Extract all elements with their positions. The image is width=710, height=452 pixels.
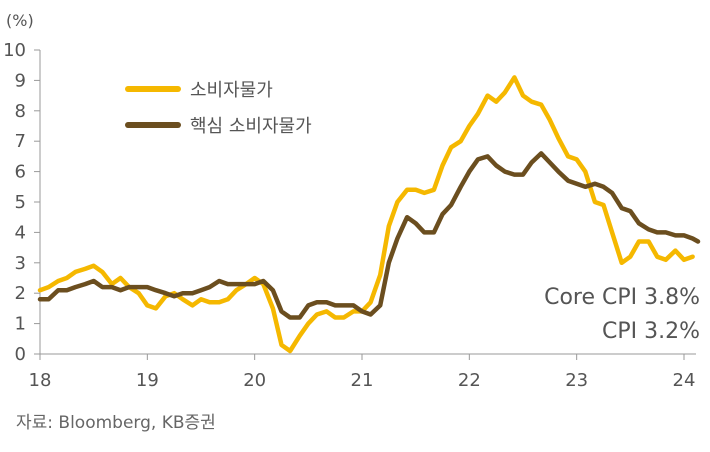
y-tick-label: 9: [15, 70, 26, 91]
x-tick-label: 23: [565, 370, 588, 391]
y-tick-label: 5: [15, 192, 26, 213]
y-tick-label: 3: [15, 253, 26, 274]
y-tick-label: 7: [15, 131, 26, 152]
x-tick-label: 22: [458, 370, 481, 391]
core-cpi-line: [37, 151, 701, 320]
source-note: 자료: Bloomberg, KB증권: [16, 413, 216, 433]
y-tick-label: 0: [15, 344, 26, 365]
x-tick-label: 21: [351, 370, 374, 391]
x-tick-label: 24: [673, 370, 696, 391]
legend-label-core-cpi: 핵심 소비자물가: [190, 116, 312, 137]
legend: 소비자물가 핵심 소비자물가: [125, 80, 312, 137]
x-tick-label: 18: [29, 370, 52, 391]
y-axis: 0 1 2 3 4 5 6 7 8 9 10: [3, 40, 41, 365]
series-lines: [37, 75, 701, 354]
y-axis-unit-label: (%): [6, 11, 34, 30]
cpi-line: [37, 75, 695, 354]
y-tick-label: 8: [15, 101, 26, 122]
annotation-cpi: CPI 3.2%: [602, 319, 700, 344]
y-tick-label: 10: [3, 40, 26, 61]
annotation-core-cpi: Core CPI 3.8%: [544, 285, 700, 310]
y-tick-label: 6: [15, 162, 26, 183]
y-tick-label: 1: [15, 314, 26, 335]
x-axis: 18 19 20 21 22 23 24: [29, 353, 696, 391]
x-tick-label: 19: [136, 370, 159, 391]
x-tick-label: 20: [243, 370, 266, 391]
legend-label-cpi: 소비자물가: [190, 80, 273, 101]
y-tick-label: 4: [15, 222, 26, 243]
y-tick-label: 2: [15, 283, 26, 304]
